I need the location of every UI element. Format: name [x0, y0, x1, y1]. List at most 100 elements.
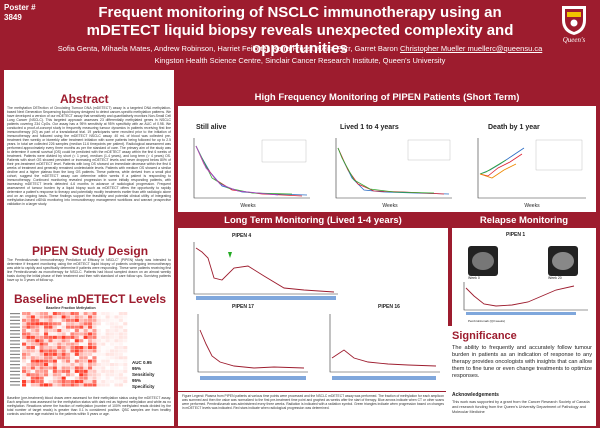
heatmap-cell [39, 383, 44, 387]
heatmap-cell [83, 366, 88, 370]
heatmap-cell [26, 359, 31, 363]
heatmap-cell [39, 312, 44, 316]
legend-box [407, 139, 451, 161]
axis [193, 138, 310, 199]
pipen16-chart [329, 314, 440, 380]
contact-link[interactable]: Christopher Mueller muellerc@queensu.ca [399, 44, 543, 53]
heatmap-cell [48, 359, 53, 363]
heatmap-cell [66, 332, 71, 336]
legend-box [535, 139, 583, 171]
heatmap-cell [48, 325, 53, 329]
heatmap-cell [70, 376, 75, 380]
heatmap-cell [61, 376, 66, 380]
heatmap-cell [118, 339, 123, 343]
heatmap-cell [52, 312, 57, 316]
heatmap-cell [118, 329, 123, 333]
heatmap-cell [83, 312, 88, 316]
heatmap-cell [114, 322, 119, 326]
heatmap-cell [83, 356, 88, 360]
heatmap-cell [70, 322, 75, 326]
death-title: Death by 1 year [488, 124, 540, 131]
heatmap-row-label [10, 350, 20, 352]
heatmap-cell [57, 373, 62, 377]
heatmap-cell [101, 315, 106, 319]
heatmap-cell [92, 349, 97, 353]
heatmap-cell [79, 349, 84, 353]
heatmap-cell [61, 339, 66, 343]
ack-text: This work was supported by a grant from … [452, 400, 590, 414]
axis [193, 242, 338, 295]
heatmap-cell [26, 339, 31, 343]
heatmap-row-label [10, 347, 20, 349]
heatmap-cell [101, 376, 106, 380]
heatmap-row-label [10, 370, 20, 372]
auc-line: Specificity [132, 384, 155, 389]
heatmap-cell [123, 342, 128, 346]
heatmap-cell [74, 373, 79, 377]
heatmap-cell [96, 349, 101, 353]
heatmap-cell [48, 339, 53, 343]
heatmap-cell [57, 356, 62, 360]
heatmap-cell [52, 349, 57, 353]
significance-heading: Significance [452, 330, 517, 342]
heatmap-cell [26, 346, 31, 350]
treatment-bar [466, 312, 576, 315]
heatmap-cell [48, 315, 53, 319]
heatmap-cell [66, 322, 71, 326]
axis [463, 282, 588, 311]
poster-label: Poster # [4, 3, 36, 12]
heatmap-cell [123, 332, 128, 336]
heatmap-cell [118, 352, 123, 356]
heatmap-cell [66, 312, 71, 316]
heatmap-cell [74, 332, 79, 336]
heatmap-cell [30, 315, 35, 319]
heatmap-cell [79, 318, 84, 322]
heatmap-cell [114, 332, 119, 336]
heatmap-row-label [10, 353, 20, 355]
heatmap-cell [110, 322, 115, 326]
heatmap-cell [22, 329, 27, 333]
heatmap-cell [96, 325, 101, 329]
heatmap-cell [22, 369, 27, 373]
heatmap-cell [30, 376, 35, 380]
heatmap-cell [88, 356, 93, 360]
pipen-design-heading: PIPEN Study Design [32, 244, 149, 258]
heatmap-cell [110, 356, 115, 360]
heatmap-cell [44, 349, 49, 353]
heatmap-cell [83, 359, 88, 363]
heatmap-cell [101, 369, 106, 373]
heatmap-cell [52, 383, 57, 387]
heatmap-cell [110, 349, 115, 353]
heatmap-cell [39, 332, 44, 336]
heatmap-cell [39, 373, 44, 377]
heatmap-cell [83, 335, 88, 339]
heatmap-cell [30, 356, 35, 360]
heatmap-cell [35, 335, 40, 339]
heatmap-cell [26, 373, 31, 377]
heatmap-cell [70, 369, 75, 373]
heatmap-cell [74, 339, 79, 343]
heatmap-row-label [10, 313, 20, 315]
heatmap-cell [30, 373, 35, 377]
heatmap-cell [101, 356, 106, 360]
heatmap-cell [96, 315, 101, 319]
heatmap-cell [66, 363, 71, 367]
heatmap-cell [118, 322, 123, 326]
axis [477, 138, 586, 199]
heatmap-cell [44, 376, 49, 380]
auc-line: 95% [132, 366, 142, 371]
heatmap-cell [35, 352, 40, 356]
axis [329, 314, 440, 373]
heatmap-cell [52, 322, 57, 326]
heatmap-cell [26, 312, 31, 316]
heatmap-cell [123, 352, 128, 356]
heatmap-cell [48, 373, 53, 377]
heatmap-cell [88, 312, 93, 316]
heatmap-cell [39, 315, 44, 319]
heatmap-cell [114, 329, 119, 333]
heatmap-cell [61, 325, 66, 329]
heatmap-cell [66, 352, 71, 356]
heatmap-row-label [10, 319, 20, 321]
heatmap-cell [118, 376, 123, 380]
series-line [199, 329, 305, 369]
